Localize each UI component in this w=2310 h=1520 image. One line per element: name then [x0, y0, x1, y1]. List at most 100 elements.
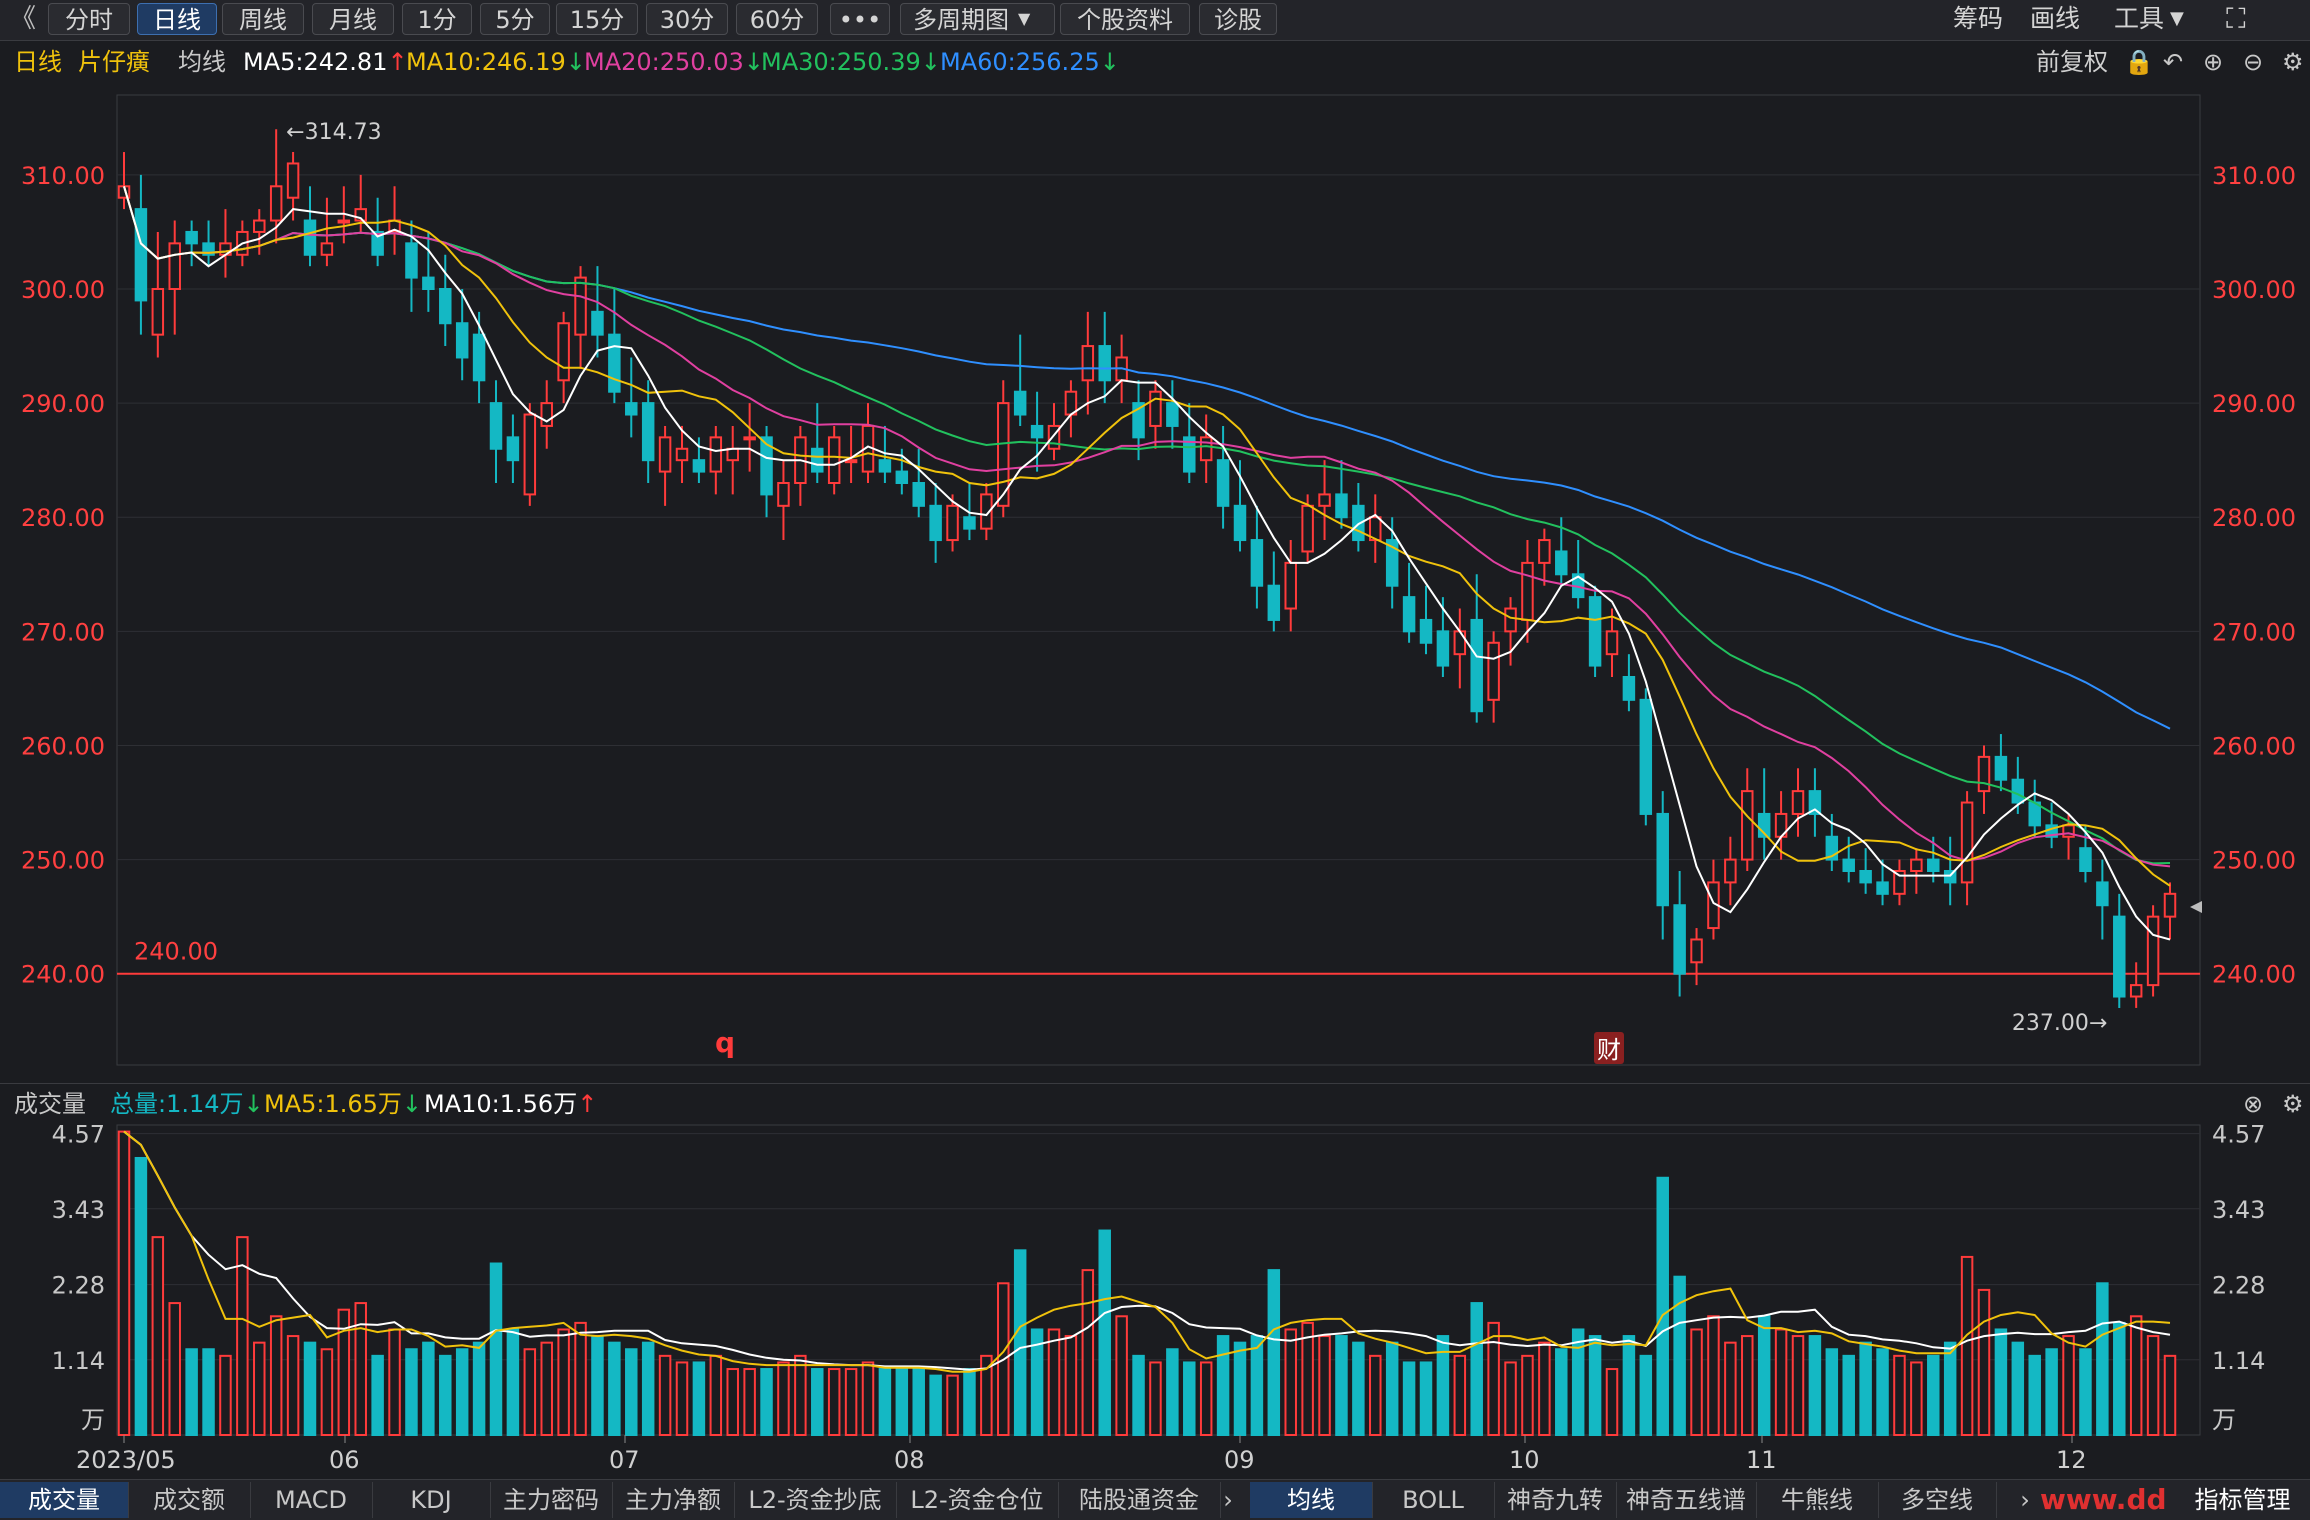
- candle-body: [1470, 618, 1483, 713]
- chip-button[interactable]: 筹码: [1953, 4, 2004, 33]
- indicator-tab-3[interactable]: KDJ: [372, 1482, 491, 1518]
- volume-tick-label-left: 4.57: [52, 1121, 105, 1149]
- indicator-tab-8[interactable]: 陆股通资金: [1058, 1482, 1221, 1518]
- ma5-value: MA5:242.81↑: [243, 48, 408, 76]
- candle-body: [997, 402, 1010, 507]
- candle-body: [2113, 915, 2126, 998]
- volume-bar: [1013, 1249, 1027, 1436]
- volume-bar: [1521, 1354, 1534, 1437]
- overlay-tab-1[interactable]: BOLL: [1372, 1482, 1495, 1518]
- candle-body: [1994, 755, 2008, 781]
- overlay-tab-0[interactable]: 均线: [1250, 1482, 1373, 1518]
- indicator-tab-5[interactable]: 主力净额: [612, 1482, 735, 1518]
- candle-body: [557, 322, 570, 382]
- candle-body: [1267, 584, 1281, 621]
- gear-icon[interactable]: ⚙: [2282, 48, 2304, 76]
- zoom-out-icon[interactable]: ⊖: [2243, 48, 2264, 76]
- event-marker-q: q: [715, 1026, 735, 1059]
- toolbar-button-3[interactable]: 月线: [312, 3, 394, 35]
- watermark: www.dd: [2040, 1483, 2167, 1516]
- candle-body: [2062, 824, 2075, 838]
- volume-title: 成交量: [14, 1090, 86, 1118]
- candle-body: [2163, 892, 2177, 918]
- toolbar-button-10[interactable]: 多周期图: [900, 3, 1055, 35]
- toolbar-button-0[interactable]: 分时: [48, 3, 130, 35]
- volume-bar: [1419, 1361, 1433, 1436]
- volume-tick-label-right: 3.43: [2212, 1196, 2265, 1224]
- volume-bar: [2146, 1335, 2160, 1437]
- volume-bar: [506, 1328, 520, 1437]
- indicator-tab-2[interactable]: MACD: [250, 1482, 373, 1518]
- gear-icon[interactable]: ⚙: [2282, 1090, 2304, 1118]
- indicator-tab-4[interactable]: 主力密码: [490, 1482, 613, 1518]
- lock-icon[interactable]: 🔒: [2124, 48, 2154, 76]
- price-tick-label-right: 310.00: [2212, 162, 2296, 190]
- volume-bar: [692, 1361, 706, 1436]
- support-line-label: 240.00: [134, 938, 218, 966]
- close-icon[interactable]: ⊗: [2243, 1090, 2264, 1118]
- x-tick-label: 2023/05: [76, 1446, 176, 1474]
- volume-bar: [1876, 1348, 1889, 1437]
- candle-body: [1318, 493, 1331, 507]
- ma-label[interactable]: 均线: [178, 48, 226, 76]
- toolbar-button-11[interactable]: 个股资料: [1060, 3, 1190, 35]
- volume-bar: [523, 1348, 537, 1437]
- indicator-tab-6[interactable]: L2-资金抄底: [734, 1482, 897, 1518]
- volume-bar: [2045, 1348, 2058, 1437]
- toolbar-button-9[interactable]: •••: [830, 3, 890, 35]
- candle-body: [320, 242, 334, 256]
- toolbar-button-4[interactable]: 1分: [402, 3, 472, 35]
- chevron-right-icon[interactable]: ›: [2020, 1486, 2030, 1514]
- volume-bar: [1791, 1335, 1805, 1437]
- volume-bar: [1233, 1341, 1247, 1436]
- candle-body: [1216, 459, 1230, 507]
- candle-body: [1943, 870, 1957, 884]
- arrow-down-icon: ↓: [401, 1090, 423, 1118]
- candle-body: [523, 413, 537, 496]
- volume-bar: [405, 1348, 418, 1437]
- toolbar-button-8[interactable]: 60分: [736, 3, 818, 35]
- volume-bar: [422, 1341, 435, 1436]
- volume-bar: [472, 1341, 486, 1436]
- chevron-down-icon[interactable]: ▼: [1018, 9, 1031, 28]
- undo-icon[interactable]: ↶: [2163, 48, 2184, 76]
- candle-body: [692, 459, 706, 473]
- overlay-tab-5[interactable]: 多空线: [1878, 1482, 1997, 1518]
- toolbar-button-2[interactable]: 周线: [222, 3, 304, 35]
- arrow-up-icon: ↑: [387, 48, 408, 76]
- volume-bar: [861, 1361, 875, 1436]
- volume-bar: [2163, 1354, 2177, 1437]
- indicator-tab-7[interactable]: L2-资金仓位: [896, 1482, 1059, 1518]
- chevron-right-icon[interactable]: ›: [1223, 1486, 1233, 1514]
- zoom-in-icon[interactable]: ⊕: [2203, 48, 2224, 76]
- toolbar-button-6[interactable]: 15分: [556, 3, 638, 35]
- volume-bar: [1385, 1341, 1399, 1436]
- fullscreen-icon[interactable]: ⛶: [2226, 2, 2246, 35]
- volume-unit-right: 万: [2212, 1406, 2236, 1434]
- volume-bar: [1318, 1335, 1331, 1437]
- price-tick-label-left: 260.00: [21, 732, 105, 760]
- candle-body: [405, 242, 418, 279]
- tools-caret-icon[interactable]: ▼: [2170, 8, 2184, 29]
- indicator-manage-button[interactable]: 指标管理: [2194, 1486, 2291, 1514]
- candle-body: [895, 470, 909, 484]
- adjust-mode[interactable]: 前复权: [2036, 48, 2108, 76]
- indicator-tab-0[interactable]: 成交量: [0, 1482, 129, 1518]
- overlay-tab-3[interactable]: 神奇五线谱: [1616, 1482, 1757, 1518]
- overlay-tab-2[interactable]: 神奇九转: [1494, 1482, 1617, 1518]
- toolbar-button-1[interactable]: 日线: [137, 3, 217, 35]
- volume-bar: [1808, 1335, 1822, 1437]
- toolbar-button-12[interactable]: 诊股: [1199, 3, 1277, 35]
- volume-bar: [1842, 1354, 1855, 1437]
- price-tick-label-left: 300.00: [21, 276, 105, 304]
- double-chevron-left-icon[interactable]: 《: [10, 4, 37, 34]
- toolbar-button-7[interactable]: 30分: [646, 3, 728, 35]
- candle-body: [777, 482, 790, 507]
- tools-button[interactable]: 工具: [2114, 4, 2165, 33]
- draw-button[interactable]: 画线: [2030, 4, 2081, 33]
- overlay-tab-4[interactable]: 牛熊线: [1756, 1482, 1879, 1518]
- volume-bar: [1402, 1361, 1416, 1436]
- indicator-tab-1[interactable]: 成交额: [128, 1482, 251, 1518]
- toolbar-button-5[interactable]: 5分: [480, 3, 550, 35]
